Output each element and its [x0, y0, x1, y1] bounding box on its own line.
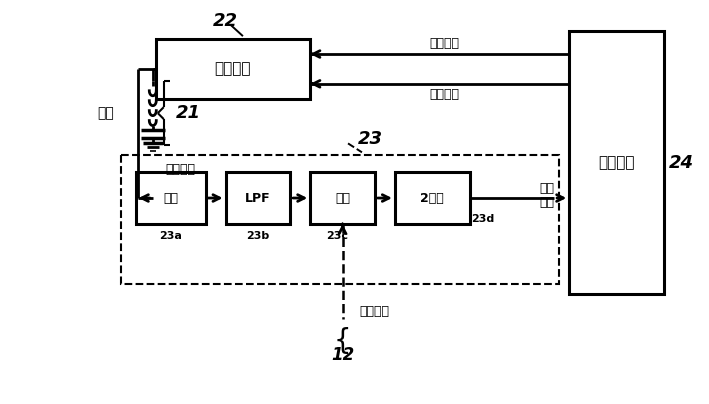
Text: 24: 24 [669, 154, 694, 172]
Text: 接收: 接收 [540, 181, 554, 195]
Text: 减弱信号: 减弱信号 [359, 305, 389, 318]
Text: 23d: 23d [471, 214, 495, 224]
Text: 数据: 数据 [540, 196, 554, 210]
Text: 23c: 23c [327, 231, 349, 241]
Text: {: { [334, 327, 352, 355]
Text: LPF: LPF [245, 191, 271, 204]
Text: 载波信号: 载波信号 [430, 37, 459, 50]
Bar [569, 31, 664, 295]
Text: 23: 23 [357, 130, 382, 148]
Text: 发送数据: 发送数据 [430, 88, 459, 101]
Text: 23b: 23b [246, 231, 269, 241]
Text: 23a: 23a [160, 231, 182, 241]
Bar [310, 172, 375, 224]
Text: 接收电路: 接收电路 [166, 163, 196, 176]
Bar [156, 39, 310, 99]
Bar [395, 172, 469, 224]
Text: 发送电路: 发送电路 [215, 61, 251, 76]
Text: 22: 22 [213, 12, 238, 30]
Text: 12: 12 [331, 346, 354, 364]
Text: 21: 21 [176, 104, 201, 122]
Text: 逻辑电路: 逻辑电路 [598, 155, 635, 170]
Text: 放大: 放大 [335, 191, 350, 204]
Bar [225, 172, 290, 224]
Text: 检波: 检波 [163, 191, 178, 204]
Text: 天线: 天线 [98, 106, 114, 120]
Bar [121, 155, 559, 284]
Bar [136, 172, 206, 224]
Text: 2值化: 2值化 [420, 191, 444, 204]
